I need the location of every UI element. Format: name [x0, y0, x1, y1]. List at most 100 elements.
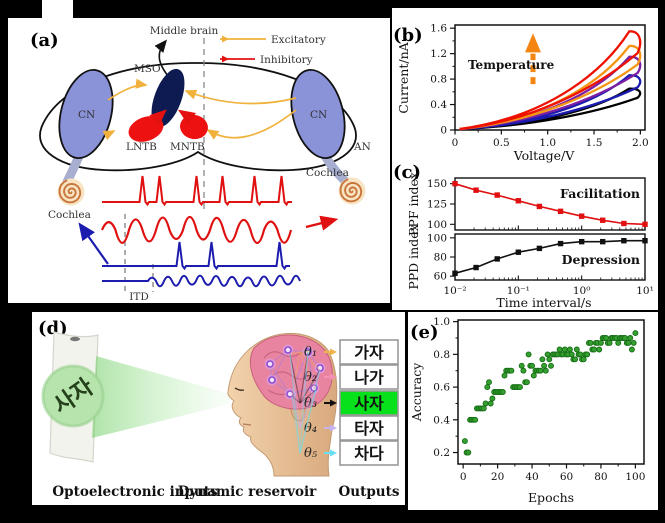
svg-text:10¹: 10¹ — [636, 285, 654, 297]
ppd-marker — [642, 238, 648, 244]
accuracy-point — [482, 400, 489, 407]
caption-inputs: Optoelectronic inputs — [52, 484, 218, 500]
readout-connection — [299, 389, 317, 404]
accuracy-point — [520, 367, 527, 374]
panel-bc-figure: (b) 0 0.5 1.0 1.5 2.0 0 0.4 0.8 1.2 1.6 Temperatu… — [393, 23, 654, 310]
readout-connection — [291, 395, 301, 404]
accuracy-point — [544, 351, 551, 358]
ppf-line — [454, 182, 646, 226]
theta-label: θ₄ — [304, 421, 317, 436]
excitatory-path-cn-lntb — [102, 130, 116, 141]
readout-connection — [299, 351, 309, 378]
accuracy-point — [486, 379, 492, 386]
brain-fold — [271, 371, 309, 380]
accuracy-point — [501, 372, 508, 379]
theta-label: θ₂ — [304, 370, 317, 385]
accuracy-point — [542, 367, 549, 374]
svg-text:10⁻¹: 10⁻¹ — [507, 285, 530, 297]
accuracy-point — [529, 362, 536, 369]
output-word: 나가 — [354, 368, 384, 387]
reservoir-node — [286, 390, 294, 398]
itd-label: ITD — [129, 291, 149, 303]
e-xlabel: Epochs — [528, 490, 574, 505]
svg-text:20: 20 — [491, 471, 504, 483]
ppd-marker — [578, 238, 585, 245]
panel-a: (a) Middle brain Excitatory Inhibitory C… — [8, 18, 390, 303]
accuracy-point — [603, 335, 610, 341]
cn-left-label: CN — [78, 109, 95, 121]
accuracy-point — [577, 351, 584, 358]
readout-connection — [289, 353, 301, 404]
c-xlabel: Time interval/s — [496, 295, 591, 310]
temperature-arrow-head-icon — [525, 33, 541, 53]
c-ylabel-bottom: PPD index — [406, 224, 421, 289]
iv-loop — [459, 74, 642, 131]
accuracy-plot: 0 20 40 60 80 100 0.2 0.4 0.6 0.8 1.0 — [433, 316, 645, 483]
accuracy-point — [517, 384, 523, 391]
accuracy-point — [518, 362, 525, 369]
accuracy-point — [480, 405, 487, 412]
c-ylabel-top: PPF index — [406, 172, 421, 236]
accuracy-point — [484, 384, 491, 391]
accuracy-point — [487, 400, 494, 407]
svg-text:10⁻²: 10⁻² — [443, 285, 466, 297]
theta-label: θ₅ — [304, 446, 318, 461]
svg-text:0.8: 0.8 — [430, 74, 447, 86]
ppd-marker — [494, 256, 500, 262]
temperature-annotation: Temperature — [468, 58, 555, 72]
output-arrow-head-icon — [330, 424, 337, 432]
readout-connection — [289, 353, 301, 378]
card-clip-icon — [70, 336, 80, 342]
readout-connection — [299, 351, 321, 371]
readout-connection — [289, 351, 301, 355]
ppd-marker — [600, 238, 606, 245]
readout-connection — [299, 351, 309, 404]
accuracy-point — [548, 362, 554, 369]
output-box — [339, 390, 399, 416]
svg-text:0: 0 — [440, 125, 447, 137]
accuracy-point — [622, 335, 629, 341]
top-notch — [42, 0, 73, 20]
readout-connection — [299, 369, 321, 429]
ppd-marker — [515, 249, 522, 255]
eye — [234, 387, 245, 391]
svg-text:125: 125 — [427, 199, 447, 211]
inhibitory-path-lntb-mso — [149, 109, 167, 126]
ppf-ppd-plots: 100 125 150 60 80 100 10⁻² 10⁻¹ 10⁰ 10¹ — [427, 177, 654, 297]
mouth — [242, 423, 252, 426]
depression-label: Depression — [562, 252, 640, 267]
accuracy-point — [539, 356, 546, 363]
iv-loop — [459, 87, 642, 131]
svg-text:0.4: 0.4 — [433, 414, 450, 426]
accuracy-point — [556, 346, 563, 353]
readout-connection — [299, 389, 317, 454]
svg-text:1.0: 1.0 — [433, 316, 450, 328]
light-beam — [92, 356, 230, 438]
reservoir-node — [266, 360, 274, 368]
accuracy-point — [561, 346, 568, 353]
output-arrow-head-icon — [330, 399, 337, 407]
readout-connection — [299, 376, 317, 391]
readout-connection — [291, 395, 301, 429]
green-light-spot — [41, 364, 105, 428]
accuracy-point — [530, 372, 537, 379]
accuracy-point — [546, 356, 553, 363]
accuracy-point — [465, 449, 472, 456]
spike-train-red — [102, 175, 292, 207]
readout-connection — [299, 351, 317, 391]
iv-loop — [459, 30, 642, 131]
cochlea-left-spiral-icon — [58, 179, 82, 204]
ppf-marker — [536, 203, 543, 210]
panel-bc: (b) 0 0.5 1.0 1.5 2.0 0 0.4 0.8 1.2 1.6 Temperatu… — [392, 8, 658, 310]
accuracy-point — [597, 339, 604, 346]
accuracy-point — [461, 438, 468, 445]
output-word: 사자 — [354, 394, 384, 413]
output-box — [339, 440, 399, 466]
inhibitory-arrow-icon — [222, 55, 229, 63]
readout-connection — [299, 369, 321, 404]
output-box — [339, 339, 399, 365]
svg-text:10⁰: 10⁰ — [573, 285, 591, 297]
cn-right-nucleus — [290, 69, 346, 159]
svg-text:100: 100 — [427, 232, 447, 244]
arrow-to-left-cochlea — [78, 222, 109, 265]
